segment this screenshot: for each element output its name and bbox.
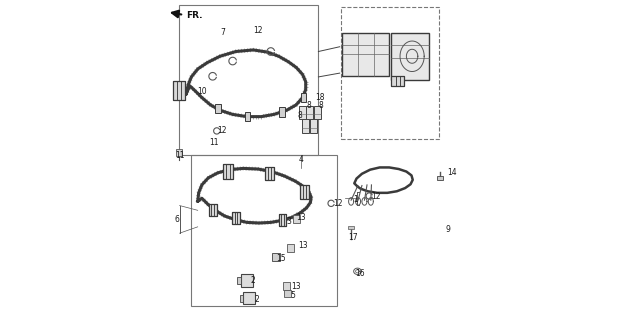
Bar — [293, 215, 300, 223]
Bar — [237, 212, 240, 224]
Bar — [234, 212, 237, 224]
Text: 6: 6 — [175, 215, 179, 224]
Text: 14: 14 — [447, 168, 457, 177]
Text: 5: 5 — [291, 291, 296, 300]
Text: 13: 13 — [291, 282, 300, 291]
Bar — [301, 93, 307, 102]
Text: 17: 17 — [349, 233, 358, 242]
Bar — [299, 106, 306, 119]
Bar — [209, 204, 216, 216]
Bar — [226, 164, 230, 179]
Bar — [232, 212, 240, 224]
Text: 9: 9 — [445, 225, 451, 234]
Bar — [287, 244, 294, 252]
Bar — [209, 204, 211, 216]
Bar — [278, 214, 287, 226]
Bar — [307, 106, 314, 119]
Bar — [177, 81, 180, 100]
Bar — [284, 282, 291, 290]
Bar — [392, 33, 429, 80]
Bar — [279, 107, 285, 117]
Text: 8: 8 — [318, 101, 323, 110]
Bar — [177, 149, 182, 156]
Text: 15: 15 — [276, 254, 286, 263]
Text: 12: 12 — [253, 26, 263, 35]
Bar — [243, 292, 255, 304]
Text: 12: 12 — [371, 192, 380, 202]
Bar — [300, 185, 303, 198]
Bar — [241, 274, 253, 286]
Bar — [348, 226, 355, 229]
Bar — [230, 164, 233, 179]
Bar — [173, 81, 177, 100]
Bar — [281, 214, 284, 226]
Text: 3: 3 — [287, 217, 292, 226]
Text: 1: 1 — [353, 195, 358, 204]
Bar — [215, 104, 221, 114]
Bar — [306, 185, 308, 198]
Bar — [314, 106, 321, 119]
Text: 13: 13 — [298, 241, 308, 250]
Bar — [271, 167, 274, 180]
Bar — [437, 176, 444, 180]
Bar — [303, 185, 306, 198]
Bar — [342, 33, 388, 76]
Bar — [179, 5, 319, 155]
Text: 18: 18 — [316, 93, 324, 102]
Bar — [278, 214, 281, 226]
Bar — [302, 120, 309, 133]
Bar — [173, 81, 185, 100]
Bar — [268, 167, 271, 180]
Bar — [265, 167, 268, 180]
Bar — [223, 164, 233, 179]
Bar — [214, 204, 216, 216]
Text: 4: 4 — [298, 155, 303, 164]
Bar — [211, 204, 214, 216]
Bar — [400, 76, 404, 86]
Bar — [244, 112, 250, 122]
Bar — [232, 212, 234, 224]
Bar — [396, 76, 400, 86]
Bar — [180, 81, 185, 100]
Bar — [284, 290, 291, 297]
Bar — [340, 7, 439, 139]
Text: 2: 2 — [250, 276, 255, 285]
Bar — [191, 155, 337, 306]
Text: 10: 10 — [197, 87, 207, 96]
Text: 13: 13 — [296, 213, 306, 222]
Bar — [392, 76, 404, 86]
Bar — [223, 164, 226, 179]
Text: 16: 16 — [356, 269, 365, 278]
Text: 11: 11 — [175, 151, 184, 160]
Bar — [392, 76, 396, 86]
Bar — [284, 214, 287, 226]
Text: FR.: FR. — [186, 11, 202, 20]
Text: 12: 12 — [333, 199, 342, 208]
Bar — [272, 253, 280, 261]
Text: 2: 2 — [255, 295, 260, 304]
Text: 11: 11 — [209, 138, 218, 147]
Bar — [300, 185, 308, 198]
Bar — [265, 167, 274, 180]
Text: 8: 8 — [298, 111, 302, 120]
Bar — [240, 295, 243, 302]
Text: 12: 12 — [217, 126, 227, 135]
Bar — [310, 120, 317, 133]
Text: 7: 7 — [221, 28, 225, 37]
Text: 8: 8 — [307, 101, 311, 110]
Bar — [237, 277, 241, 284]
